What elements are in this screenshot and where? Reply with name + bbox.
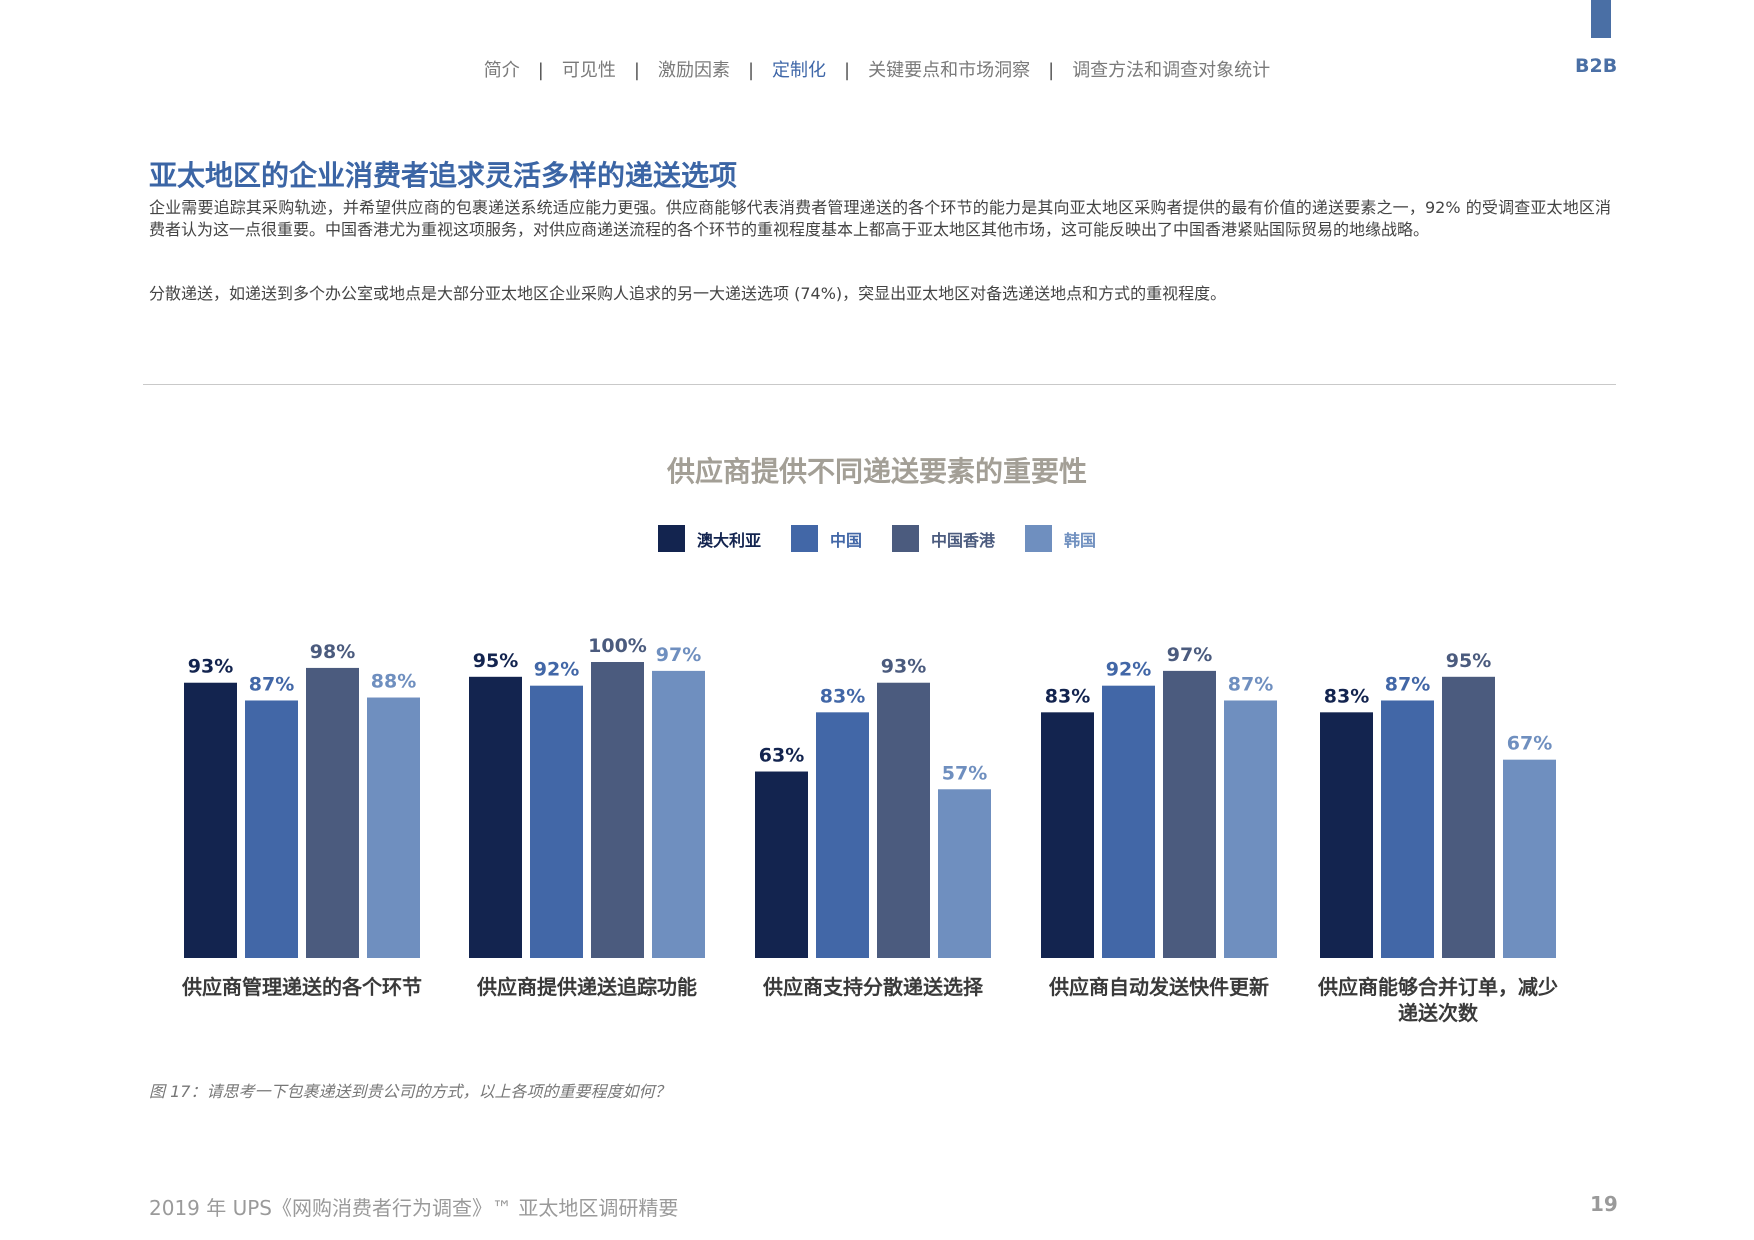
top-navigation: 简介 | 可见性 | 激励因素 | 定制化 | 关键要点和市场洞察 | 调查方法和调查对象统计 — [0, 56, 1754, 82]
data-label: 83% — [820, 685, 865, 707]
section-badge: B2B — [1575, 55, 1618, 77]
chart-legend: 澳大利亚 中国 中国香港 韩国 — [0, 525, 1754, 552]
data-label: 93% — [881, 656, 926, 678]
nav-item-1[interactable]: 可见性 — [561, 60, 616, 81]
data-label: 87% — [1228, 673, 1273, 695]
data-label: 83% — [1324, 685, 1369, 707]
nav-item-2[interactable]: 激励因素 — [657, 60, 730, 81]
legend-swatch — [892, 525, 919, 552]
data-label: 88% — [371, 671, 416, 693]
category-label: 供应商能够合并订单，减少 — [1317, 975, 1558, 999]
bar — [306, 667, 359, 958]
category-label: 递送次数 — [1398, 1001, 1479, 1025]
bar — [816, 712, 869, 958]
body-paragraph-1: 企业需要追踪其采购轨迹，并希望供应商的包裹递送系统适应能力更强。供应商能够代表消… — [149, 198, 1611, 239]
section-divider — [143, 384, 1616, 385]
bar — [184, 682, 237, 958]
nav-separator: | — [747, 60, 755, 81]
data-label: 100% — [588, 635, 647, 657]
category-label: 供应商自动发送快件更新 — [1048, 975, 1269, 999]
category-label: 供应商提供递送追踪功能 — [476, 975, 697, 999]
data-label: 97% — [1167, 644, 1212, 666]
category-label: 供应商管理递送的各个环节 — [181, 975, 422, 999]
data-label: 93% — [188, 656, 233, 678]
data-label: 83% — [1045, 685, 1090, 707]
category-label: 供应商支持分散递送选择 — [762, 975, 984, 999]
bar — [1041, 712, 1094, 958]
nav-separator: | — [633, 60, 640, 81]
bar — [530, 685, 583, 958]
bar — [652, 670, 705, 958]
bar — [1381, 700, 1434, 958]
nav-separator: | — [1048, 60, 1055, 81]
bar — [1320, 712, 1373, 958]
bar — [755, 771, 808, 958]
legend-swatch — [790, 525, 818, 552]
nav-item-5[interactable]: 调查方法和调查对象统计 — [1072, 60, 1271, 81]
legend-item-0: 澳大利亚 — [657, 525, 761, 552]
data-label: 92% — [1106, 659, 1151, 681]
data-label: 63% — [759, 745, 804, 767]
bar — [367, 697, 420, 958]
legend-item-1: 中国 — [790, 525, 862, 552]
bar — [469, 676, 522, 958]
nav-separator: | — [537, 60, 544, 81]
footer-text: 2019 年 UPS《网购消费者行为调查》™ 亚太地区调研精要 — [149, 1196, 679, 1220]
legend-item-2: 中国香港 — [892, 525, 995, 552]
nav-item-4[interactable]: 关键要点和市场洞察 — [868, 60, 1031, 81]
nav-item-3[interactable]: 定制化 — [772, 60, 827, 81]
bar — [1442, 676, 1495, 958]
legend-swatch — [657, 525, 685, 552]
data-label: 95% — [473, 650, 518, 672]
data-label: 92% — [534, 659, 579, 681]
bar — [1102, 685, 1155, 958]
figure-caption: 图 17：请思考一下包裹递送到贵公司的方式，以上各项的重要程度如何？ — [149, 1082, 671, 1101]
legend-label: 韩国 — [1064, 530, 1097, 550]
bar — [1503, 759, 1556, 958]
data-label: 98% — [310, 641, 355, 663]
legend-label: 中国香港 — [931, 530, 996, 550]
data-label: 87% — [1385, 673, 1430, 695]
bar — [1163, 670, 1216, 958]
bar — [591, 662, 644, 958]
legend-label: 中国 — [829, 530, 862, 550]
bar-chart: 93% 87% 98% 88% 供应商管理递送的各个环节 95% 92% 100% 97% 供应商… — [181, 635, 1558, 1025]
data-label: 57% — [942, 762, 987, 784]
data-label: 95% — [1446, 650, 1491, 672]
bar — [1224, 700, 1277, 958]
legend-swatch — [1025, 525, 1053, 552]
nav-item-0[interactable]: 简介 — [483, 60, 520, 81]
data-label: 87% — [249, 673, 294, 695]
page-headline: 亚太地区的企业消费者追求灵活多样的递送选项 — [149, 159, 738, 192]
legend-label: 澳大利亚 — [696, 530, 761, 550]
nav-separator: | — [844, 60, 851, 81]
page-number: 19 — [1590, 1192, 1618, 1216]
legend-item-3: 韩国 — [1025, 525, 1096, 552]
chart-title: 供应商提供不同递送要素的重要性 — [666, 455, 1087, 488]
body-paragraph-2: 分散递送，如递送到多个办公室或地点是大部分亚太地区企业采购人追求的另一大递送选项… — [149, 284, 1227, 303]
data-label: 67% — [1507, 733, 1552, 755]
top-accent-bar — [1591, 0, 1611, 38]
data-label: 97% — [656, 644, 701, 666]
bar — [877, 682, 930, 958]
bar — [938, 789, 991, 958]
bar — [245, 700, 298, 958]
